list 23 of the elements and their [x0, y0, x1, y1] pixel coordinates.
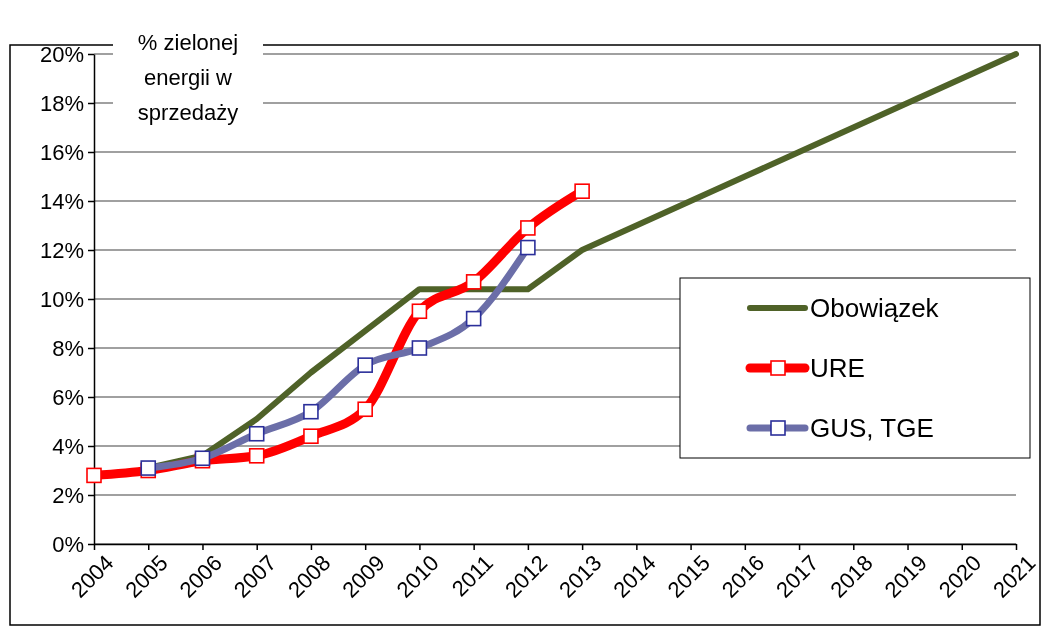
point — [520, 220, 536, 236]
point — [357, 401, 373, 418]
point — [86, 467, 102, 484]
y-tick-label: 4% — [52, 433, 84, 459]
y-axis-title: % zielonej energii w sprzedaży — [137, 30, 239, 125]
point — [411, 303, 428, 320]
point — [248, 448, 265, 464]
y-tick-label: 8% — [52, 335, 84, 361]
y-tick-label: 14% — [39, 188, 84, 214]
legend-label: GUS, TGE — [810, 413, 934, 443]
y-tick-label: 20% — [39, 41, 84, 67]
y-tick-label: 16% — [39, 139, 84, 165]
point — [465, 274, 482, 290]
legend-label: URE — [810, 353, 865, 383]
y-tick-label: 0% — [52, 531, 84, 557]
point — [574, 183, 590, 199]
legend-label: Obowiązek — [810, 293, 940, 323]
y-tick-label: 12% — [39, 237, 84, 263]
point — [303, 428, 319, 444]
y-tick-label: 10% — [39, 286, 84, 312]
y-tick-label: 6% — [52, 384, 84, 410]
y-tick-label: 2% — [52, 482, 84, 508]
y-tick-label: 18% — [39, 90, 84, 116]
